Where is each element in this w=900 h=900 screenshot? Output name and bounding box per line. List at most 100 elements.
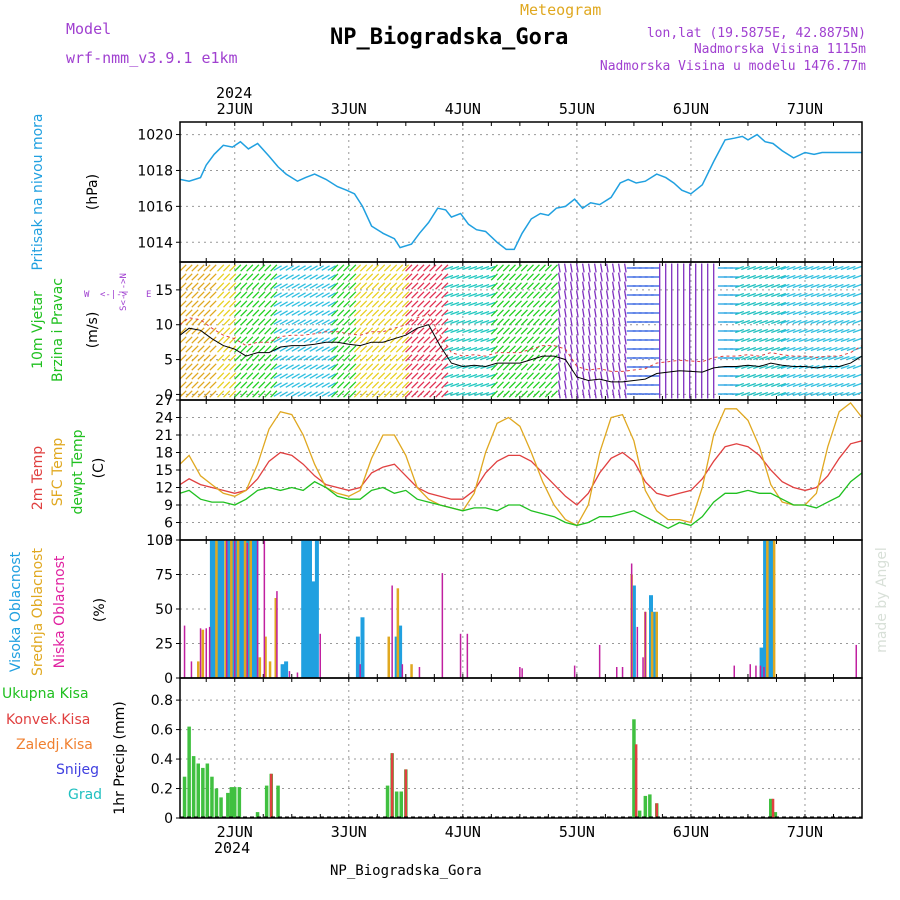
wind-arrow: [337, 381, 345, 389]
wind-arrow: [309, 274, 318, 280]
wind-arrow: [417, 264, 425, 272]
wind-arrow: [185, 363, 193, 371]
wind-arrow: [486, 337, 496, 343]
wind-arrow: [816, 310, 826, 316]
wind-arrow: [444, 265, 454, 271]
wind-arrow: [846, 319, 856, 325]
wind-arrow: [759, 328, 769, 334]
wind-arrow: [429, 345, 437, 353]
wind-arrow: [514, 372, 522, 380]
wind-arrow: [520, 363, 528, 371]
cloud-high-bar: [304, 540, 309, 678]
wind-arrow: [331, 318, 339, 326]
wind-arrow: [303, 310, 312, 316]
wind-arrow: [229, 318, 237, 326]
wind-arrow: [765, 382, 775, 388]
wind-arrow: [377, 300, 386, 308]
wind-arrow: [852, 283, 862, 289]
wind-arrow: [798, 310, 808, 316]
wind-arrow: [371, 300, 380, 308]
wind-arrow: [538, 309, 546, 317]
wind-arrow: [617, 281, 621, 291]
wind-arrow: [423, 354, 431, 362]
wind-arrow: [753, 355, 763, 361]
wind-arrow: [377, 354, 386, 362]
wind-arrow: [486, 328, 496, 334]
wind-arrow: [520, 264, 528, 272]
wind-arrow: [258, 309, 266, 317]
wind-arrow: [514, 273, 522, 281]
wind-arrow: [180, 372, 187, 380]
wind-arrow: [617, 326, 621, 336]
wind-arrow: [741, 373, 751, 379]
wind-arrow: [377, 390, 386, 398]
wind-arrow: [456, 301, 466, 307]
cloud-mid-bar: [215, 540, 218, 678]
wind-arrow: [550, 273, 558, 281]
wind-arrow: [303, 328, 312, 334]
wind-arrow: [462, 292, 472, 298]
wind-arrow: [514, 309, 522, 317]
wind-arrow: [450, 337, 460, 343]
wind-arrow: [623, 344, 627, 354]
cloud-low-bar: [183, 625, 186, 678]
wind-arrow: [474, 292, 484, 298]
wind-arrow: [405, 309, 413, 317]
wind-arrow: [623, 362, 627, 372]
wind-arrow: [197, 390, 205, 398]
wind-arrow: [264, 336, 272, 344]
wind-arrow: [441, 363, 449, 371]
wind-arrow: [490, 291, 498, 299]
wind-arrow: [395, 309, 404, 317]
wind-arrow: [343, 381, 351, 389]
wind-arrow: [852, 274, 862, 280]
wind-arrow: [309, 310, 318, 316]
wind-arrow: [526, 318, 534, 326]
wind-arrow: [297, 355, 306, 361]
wind-arrow: [331, 327, 339, 335]
wind-arrow: [327, 274, 336, 280]
cloud-ylabel-low: Niska Oblacnost: [52, 555, 68, 668]
wind-arrow: [575, 362, 579, 372]
wind-arrow: [557, 380, 561, 390]
wind-arrow: [526, 327, 534, 335]
cloud-high-bar: [311, 581, 316, 678]
wind-arrow: [846, 355, 856, 361]
wind-arrow: [456, 373, 466, 379]
wind-arrow: [593, 380, 597, 390]
wind-arrow: [411, 372, 419, 380]
wind-arrow: [822, 292, 832, 298]
y-tick-label: 1020: [137, 128, 173, 144]
wind-arrow: [444, 319, 454, 325]
wind-arrow: [450, 274, 460, 280]
wind-arrow: [315, 283, 324, 289]
wind-arrow: [389, 381, 398, 389]
wind-arrow: [252, 282, 260, 290]
wind-arrow: [285, 391, 294, 397]
wind-arrow: [240, 345, 248, 353]
wind-arrow: [435, 336, 443, 344]
wind-arrow: [444, 274, 454, 280]
wind-arrow: [569, 371, 573, 381]
wind-arrow: [303, 382, 312, 388]
wind-arrow: [462, 355, 472, 361]
wind-arrow: [365, 336, 374, 344]
wind-arrow: [234, 300, 242, 308]
wind-arrow: [605, 308, 609, 318]
y-tick-label: 15: [155, 463, 173, 479]
wind-arrow: [462, 274, 472, 280]
wind-arrow: [526, 264, 534, 272]
wind-arrow: [444, 283, 454, 289]
wind-arrow: [180, 345, 187, 353]
wind-arrow: [285, 364, 294, 370]
wind-arrow: [462, 373, 472, 379]
wind-arrow: [377, 309, 386, 317]
wind-arrow: [468, 274, 478, 280]
pressure-ylabel: Pritisak na nivou mora: [30, 113, 46, 270]
wind-arrow: [846, 346, 856, 352]
wind-arrow: [780, 328, 790, 334]
wind-arrow: [258, 273, 266, 281]
wind-arrow: [514, 390, 522, 398]
wind-arrow: [258, 327, 266, 335]
